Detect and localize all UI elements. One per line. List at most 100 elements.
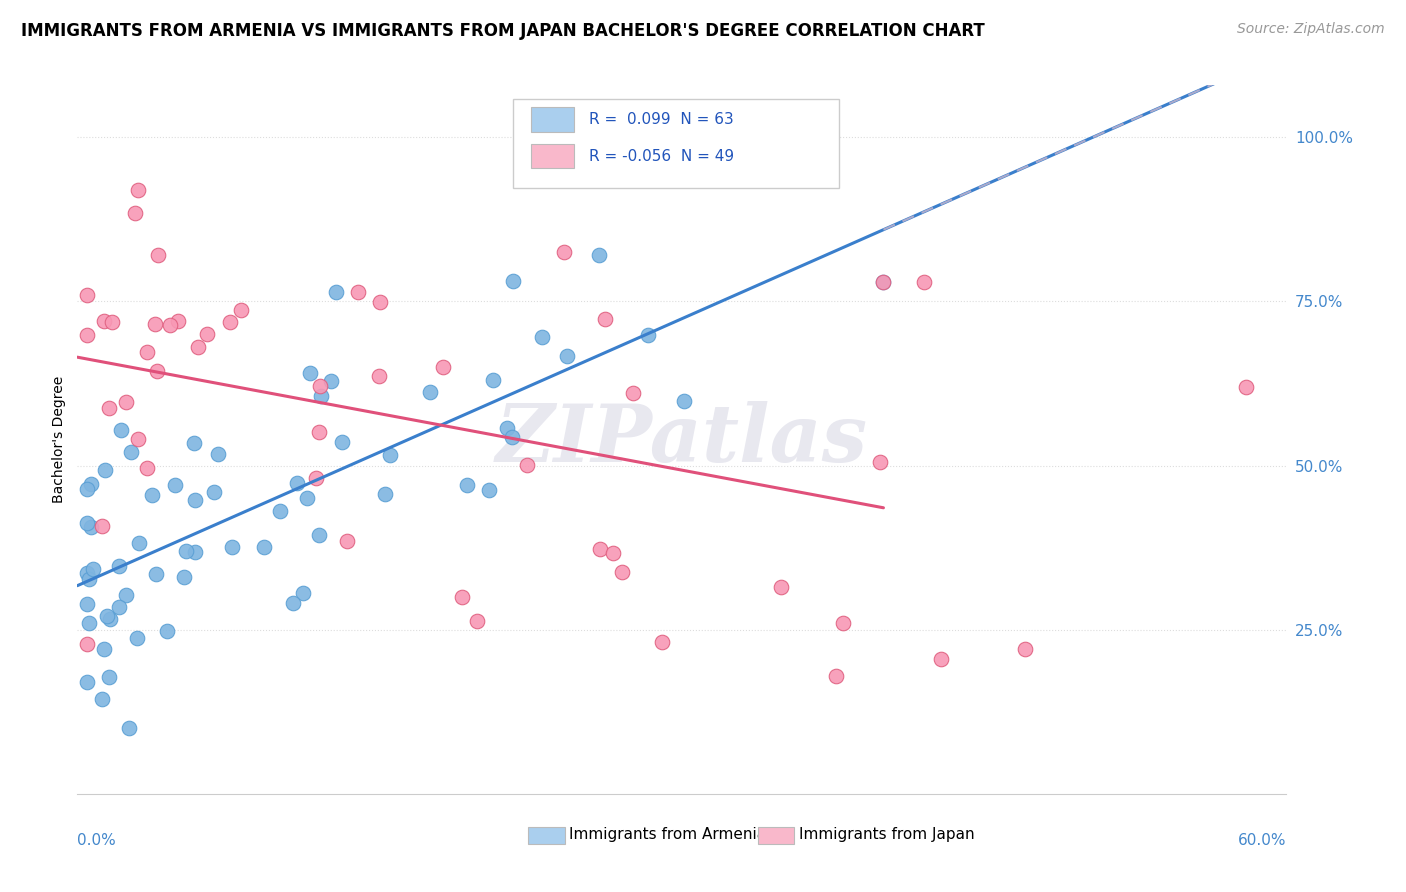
Point bbox=[1234, 380, 1257, 394]
Point bbox=[127, 183, 149, 197]
Point bbox=[108, 558, 131, 573]
Text: Immigrants from Armenia: Immigrants from Armenia bbox=[569, 827, 766, 842]
Point bbox=[98, 670, 121, 684]
FancyBboxPatch shape bbox=[531, 107, 574, 131]
Point bbox=[76, 566, 98, 581]
Point bbox=[195, 326, 218, 341]
Text: R =  0.099  N = 63: R = 0.099 N = 63 bbox=[589, 112, 734, 127]
Point bbox=[159, 318, 181, 332]
Point bbox=[76, 675, 98, 690]
Point bbox=[929, 651, 952, 665]
Text: ZIPatlas: ZIPatlas bbox=[496, 401, 868, 478]
Point bbox=[305, 471, 328, 485]
Point bbox=[91, 691, 114, 706]
Point bbox=[672, 394, 695, 409]
Point bbox=[502, 274, 524, 288]
Point bbox=[146, 364, 169, 378]
Point bbox=[202, 485, 225, 500]
Point bbox=[94, 462, 117, 476]
Point bbox=[308, 379, 330, 393]
Point bbox=[531, 330, 554, 344]
Point bbox=[292, 585, 315, 599]
Point bbox=[93, 313, 115, 327]
Text: Immigrants from Japan: Immigrants from Japan bbox=[799, 827, 974, 842]
Point bbox=[347, 285, 370, 299]
Point bbox=[651, 635, 673, 649]
Point bbox=[76, 328, 98, 343]
Point bbox=[96, 608, 118, 623]
Point bbox=[76, 516, 98, 531]
Point bbox=[184, 545, 207, 559]
Point bbox=[336, 534, 359, 549]
Point bbox=[167, 314, 190, 328]
FancyBboxPatch shape bbox=[513, 99, 839, 187]
Point bbox=[623, 386, 645, 401]
Point bbox=[285, 475, 308, 490]
Point bbox=[432, 359, 454, 374]
Point bbox=[281, 596, 304, 610]
Point bbox=[495, 421, 517, 435]
Point bbox=[146, 248, 169, 262]
Point bbox=[97, 401, 120, 415]
Point bbox=[456, 478, 478, 492]
Point bbox=[269, 504, 291, 518]
Point bbox=[207, 447, 229, 461]
Point bbox=[419, 385, 441, 400]
Point bbox=[770, 580, 793, 594]
Point bbox=[912, 275, 935, 289]
Point bbox=[516, 458, 538, 472]
Point bbox=[80, 477, 103, 491]
Point bbox=[156, 624, 179, 639]
Point bbox=[80, 520, 103, 534]
Point bbox=[589, 541, 612, 556]
Point bbox=[295, 491, 318, 505]
Point bbox=[76, 287, 98, 301]
Point bbox=[77, 615, 100, 630]
Text: 0.0%: 0.0% bbox=[77, 833, 117, 848]
FancyBboxPatch shape bbox=[758, 827, 794, 844]
Point bbox=[174, 543, 197, 558]
Point bbox=[588, 248, 610, 262]
Point bbox=[374, 487, 396, 501]
Point bbox=[141, 488, 163, 502]
Point bbox=[184, 492, 207, 507]
Point bbox=[76, 637, 98, 651]
Point bbox=[124, 206, 146, 220]
Point bbox=[187, 340, 209, 354]
Point bbox=[872, 275, 894, 289]
Point bbox=[319, 374, 342, 388]
Point bbox=[120, 445, 142, 459]
Point bbox=[1014, 642, 1036, 657]
Point bbox=[872, 275, 894, 289]
Point bbox=[100, 315, 122, 329]
Point bbox=[553, 245, 575, 260]
Point bbox=[825, 669, 848, 683]
Point bbox=[128, 536, 150, 550]
Point bbox=[118, 721, 141, 735]
Point bbox=[221, 540, 243, 554]
Point bbox=[637, 328, 659, 343]
Text: R = -0.056  N = 49: R = -0.056 N = 49 bbox=[589, 149, 734, 164]
Y-axis label: Bachelor's Degree: Bachelor's Degree bbox=[52, 376, 66, 503]
Text: Source: ZipAtlas.com: Source: ZipAtlas.com bbox=[1237, 22, 1385, 37]
Point bbox=[481, 372, 503, 386]
Point bbox=[595, 312, 617, 326]
Point bbox=[127, 432, 149, 446]
Point bbox=[218, 315, 240, 329]
Point bbox=[107, 600, 129, 615]
Point bbox=[478, 483, 501, 497]
Point bbox=[450, 591, 472, 605]
Point bbox=[368, 294, 391, 309]
Point bbox=[136, 461, 159, 475]
Point bbox=[231, 302, 253, 317]
Point bbox=[330, 434, 353, 449]
Point bbox=[311, 388, 333, 402]
Point bbox=[325, 285, 347, 300]
Point bbox=[143, 318, 166, 332]
Point bbox=[93, 641, 115, 656]
FancyBboxPatch shape bbox=[529, 827, 565, 844]
Point bbox=[90, 519, 112, 533]
Point bbox=[610, 565, 633, 579]
Point bbox=[378, 448, 401, 462]
Point bbox=[252, 540, 274, 554]
